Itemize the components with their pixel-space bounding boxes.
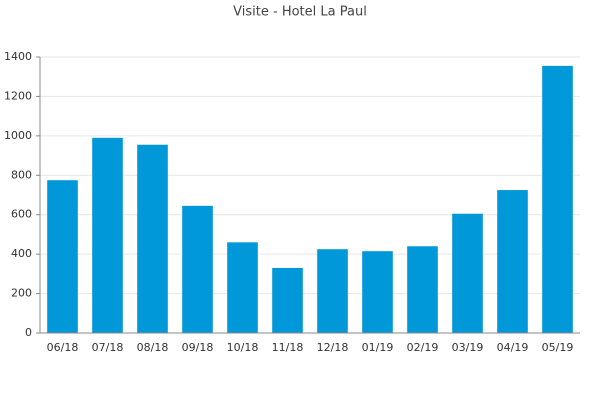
bar (92, 137, 123, 333)
chart-title: Visite - Hotel La Paul (233, 5, 367, 20)
x-tick-label: 09/18 (182, 341, 214, 354)
x-tick-label: 08/18 (137, 341, 169, 354)
x-tick-label: 06/18 (47, 341, 79, 354)
y-tick-label: 0 (25, 326, 32, 339)
x-tick-label: 12/18 (317, 341, 349, 354)
bar (452, 213, 483, 333)
y-tick-label: 600 (11, 208, 32, 221)
x-tick-label: 04/19 (497, 341, 529, 354)
bar (317, 249, 348, 333)
y-tick-label: 1400 (4, 50, 32, 63)
x-tick-label: 03/19 (452, 341, 484, 354)
y-tick-label: 1200 (4, 89, 32, 102)
bar (137, 144, 168, 333)
y-tick-label: 400 (11, 247, 32, 260)
x-tick-label: 01/19 (362, 341, 394, 354)
bar (272, 267, 303, 333)
x-tick-label: 10/18 (227, 341, 259, 354)
y-tick-label: 200 (11, 287, 32, 300)
x-tick-label: 05/19 (542, 341, 574, 354)
bar (227, 242, 258, 333)
x-tick-label: 02/19 (407, 341, 439, 354)
x-tick-label: 07/18 (92, 341, 124, 354)
bar (362, 251, 393, 333)
y-tick-label: 1000 (4, 129, 32, 142)
bar (182, 205, 213, 333)
bar (542, 65, 573, 333)
bar (47, 180, 78, 333)
bar (407, 246, 438, 333)
x-tick-label: 11/18 (272, 341, 304, 354)
y-tick-label: 800 (11, 168, 32, 181)
bar (497, 190, 528, 333)
